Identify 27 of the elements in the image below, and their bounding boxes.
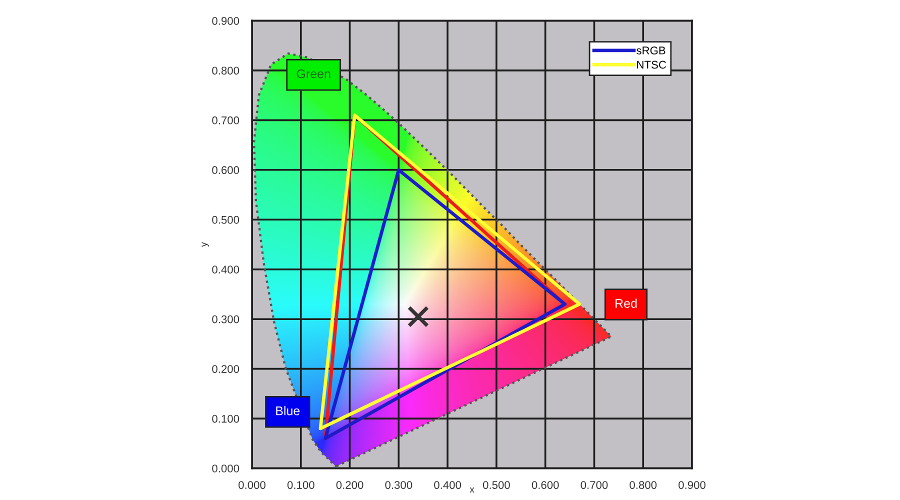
x-tick-label: 0.400 (434, 481, 462, 489)
x-tick-label: 0.700 (580, 481, 608, 489)
x-tick-label: 0.500 (482, 481, 510, 489)
x-axis-title: x (470, 488, 474, 493)
x-tick-label: 0.100 (287, 481, 314, 489)
x-tick-label: 0.300 (385, 481, 412, 489)
y-tick-label: 0.200 (212, 365, 240, 373)
y-tick-label: 0.800 (212, 66, 240, 75)
y-tick-label: 0.400 (212, 266, 240, 274)
y-tick-label: 0.000 (212, 464, 240, 472)
y-tick-label: 0.300 (212, 315, 240, 324)
legend-label: sRGB (636, 46, 666, 54)
y-axis-title: y (202, 242, 209, 247)
annotation: Red (616, 298, 637, 308)
y-tick-label: 0.500 (212, 216, 240, 224)
x-tick-label: 0.600 (532, 481, 559, 489)
annotation: Green (296, 69, 330, 78)
x-tick-label: 0.800 (630, 481, 657, 489)
x-tick-label: 0.900 (678, 481, 706, 489)
y-tick-label: 0.600 (212, 166, 240, 174)
y-tick-label: 0.900 (212, 16, 240, 25)
legend-label: NTSC (637, 60, 666, 69)
annotation: Blue (276, 406, 300, 416)
y-tick-label: 0.100 (212, 414, 240, 423)
x-tick-label: 0.200 (336, 481, 364, 489)
x-tick-label: 0.000 (238, 481, 266, 489)
y-tick-label: 0.700 (212, 116, 240, 124)
